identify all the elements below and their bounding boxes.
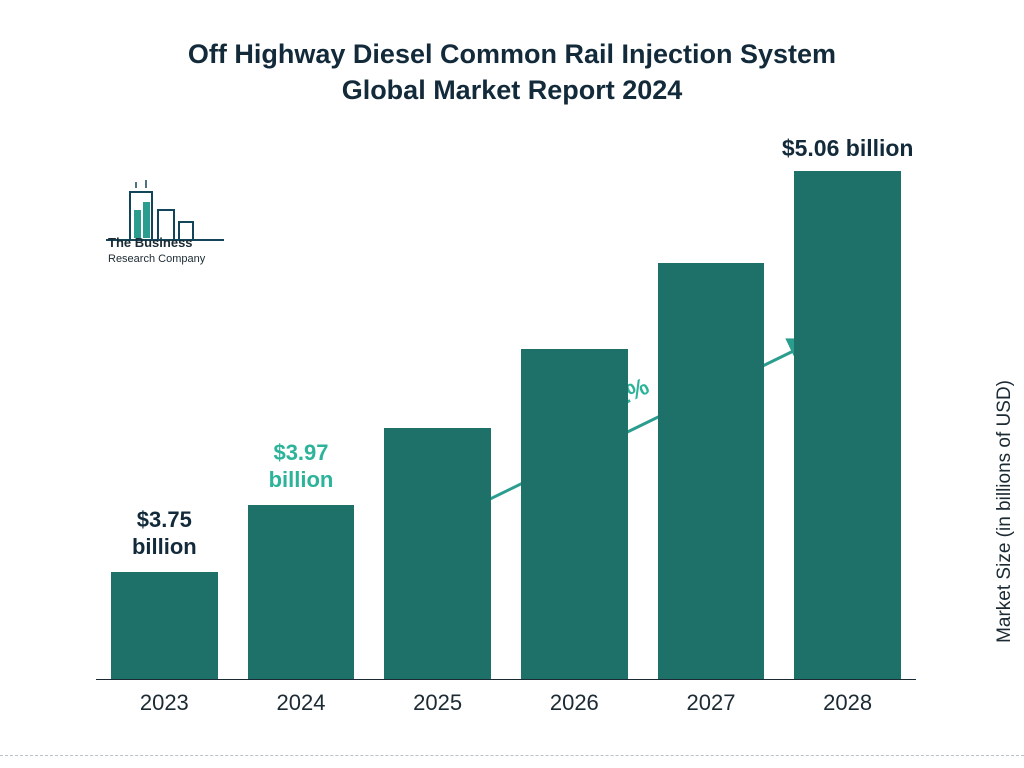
x-tick-label: 2027 <box>643 690 780 716</box>
chart-container: Off Highway Diesel Common Rail Injection… <box>0 0 1024 768</box>
footer-divider <box>0 755 1024 756</box>
title-line-2: Global Market Report 2024 <box>342 75 683 105</box>
x-tick-label: 2024 <box>233 690 370 716</box>
chart-title: Off Highway Diesel Common Rail Injection… <box>0 36 1024 109</box>
title-line-1: Off Highway Diesel Common Rail Injection… <box>188 39 836 69</box>
cagr-arrow <box>96 160 916 680</box>
data-label: $5.06 billion <box>769 134 926 163</box>
x-tick-label: 2028 <box>779 690 916 716</box>
y-axis-label: Market Size (in billions of USD) <box>994 380 1016 643</box>
bar <box>384 428 491 679</box>
data-label: $3.75billion <box>101 506 228 561</box>
plot-area: CAGR 6.2% 202320242025202620272028$3.75b… <box>96 160 916 680</box>
bar <box>794 171 901 679</box>
data-label: $3.97billion <box>238 439 365 494</box>
bar <box>521 349 628 679</box>
x-tick-label: 2023 <box>96 690 233 716</box>
x-tick-label: 2025 <box>369 690 506 716</box>
x-tick-label: 2026 <box>506 690 643 716</box>
bar <box>658 263 765 679</box>
bar <box>111 572 218 679</box>
bar <box>248 505 355 679</box>
